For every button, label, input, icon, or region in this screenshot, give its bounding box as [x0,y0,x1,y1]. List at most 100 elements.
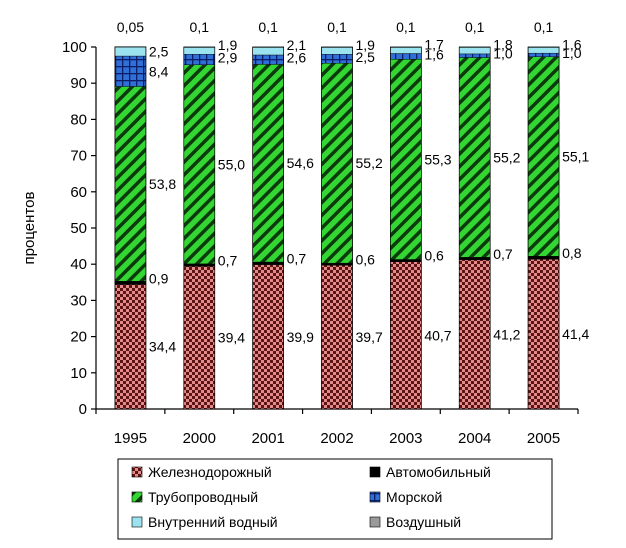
y-tick-label: 90 [70,75,87,92]
data-label-sea: 2,5 [356,49,376,65]
x-tick-label: 2001 [251,430,284,447]
data-label-road: 0,6 [424,248,444,264]
bar-segment-rail [321,265,353,410]
data-label-sea: 1,0 [562,45,582,61]
data-label-inland: 2,1 [287,37,307,53]
y-tick-label: 30 [70,292,87,309]
data-label-air: 0,05 [117,19,144,35]
bar-segment-road [527,256,560,260]
data-label-pipe: 55,0 [218,156,245,172]
bar-segment-pipe [114,86,147,282]
legend-label-pipe: Трубопроводный [148,489,258,505]
legend-swatch-rail [131,466,143,478]
data-label-pipe: 55,1 [562,149,589,165]
bar-segment-rail [114,284,147,410]
data-label-air: 0,1 [258,19,278,35]
bar-segment-sea [252,54,284,65]
legend-swatch-air [369,516,381,528]
bar-segment-inland [459,47,491,55]
bar-segment-road [459,257,491,261]
data-label-inland: 2,5 [149,44,169,60]
bar-segment-road [183,263,215,267]
bar-outline [390,46,422,410]
bar-outline [321,46,353,410]
bar-outline [114,46,147,410]
bar-segment-pipe [252,64,284,263]
data-label-pipe: 55,3 [424,151,451,167]
data-label-road: 0,9 [149,270,169,286]
x-tick-label: 1995 [114,430,147,447]
bars [114,46,560,410]
y-tick-label: 50 [70,220,87,237]
data-label-pipe: 55,2 [493,149,520,165]
data-label-sea: 2,9 [218,49,238,65]
bar-segment-rail [527,258,560,410]
x-tick-label: 2004 [458,430,491,447]
bar-segment-rail [459,259,491,410]
data-label-rail: 40,7 [424,327,451,343]
bar-segment-sea [183,54,215,65]
data-label-road: 0,7 [218,252,238,268]
bar-segment-pipe [183,64,215,265]
x-tick-label: 2005 [527,430,560,447]
x-tick-label: 2002 [320,430,353,447]
y-tick-labels: 0 10 20 30 40 50 60 70 80 90 100 [62,39,87,418]
data-label-road: 0,7 [493,246,513,262]
y-tick-label: 60 [70,184,87,201]
data-label-sea: 2,6 [287,50,307,66]
bar-segment-inland [252,47,284,56]
data-label-rail: 41,4 [562,326,589,342]
data-label-sea: 8,4 [149,63,169,79]
data-label-rail: 39,4 [218,330,245,346]
legend: Железнодорожный Автомобильный Трубопроводн… [117,458,553,540]
y-tick-label: 100 [62,39,87,56]
bar-segment-sea [321,54,353,64]
bar-outline [183,46,216,410]
bar-segment-rail [252,264,284,410]
data-label-air: 0,1 [396,19,416,35]
data-label-road: 0,6 [356,251,376,267]
data-label-inland: 1,9 [218,37,238,53]
x-axis [95,408,579,414]
legend-label-air: Воздушный [386,514,461,530]
bar-segment-inland [114,46,147,57]
data-label-air: 0,1 [327,19,347,35]
legend-swatch-road [369,466,381,478]
bar-segment-road [252,261,284,265]
bar-segment-pipe [459,57,491,258]
bar-segment-sea [527,52,560,57]
y-axis-label: процентов [21,192,38,265]
bar-segment-road [390,259,422,262]
data-labels: 34,40,953,88,42,50,0539,40,755,02,91,90,… [117,19,590,355]
data-label-air: 0,1 [534,19,554,35]
data-label-pipe: 54,6 [287,155,314,171]
data-label-road: 0,7 [287,251,307,267]
data-label-inland: 1,9 [356,37,376,53]
data-label-inland: 1,8 [493,37,513,53]
bar-outline [252,46,284,410]
bar-segment-rail [390,261,422,410]
bar-segment-sea [114,55,147,87]
data-label-road: 0,8 [562,245,582,261]
data-label-sea: 1,6 [424,46,444,62]
legend-swatch-inland [131,516,143,528]
bar-segment-road [321,262,353,266]
legend-swatch-pipe [131,491,143,503]
bar-segment-road [114,281,147,285]
bar-segment-inland [183,47,215,55]
data-label-rail: 41,2 [493,326,520,342]
y-tick-label: 10 [70,365,87,382]
data-label-sea: 1,0 [493,46,513,62]
x-tick-labels: 1995 2000 2001 2002 2003 2004 2005 [114,430,561,447]
data-label-rail: 39,7 [356,329,383,345]
data-label-inland: 1,7 [424,36,444,52]
bar-segment-pipe [321,63,353,264]
x-tick-label: 2000 [183,430,216,447]
data-label-air: 0,1 [465,19,485,35]
bar-outline [458,46,491,410]
bar-segment-inland [321,47,353,55]
x-tick-label: 2003 [389,430,422,447]
bar-segment-inland [390,47,422,54]
bar-segment-sea [390,53,422,60]
